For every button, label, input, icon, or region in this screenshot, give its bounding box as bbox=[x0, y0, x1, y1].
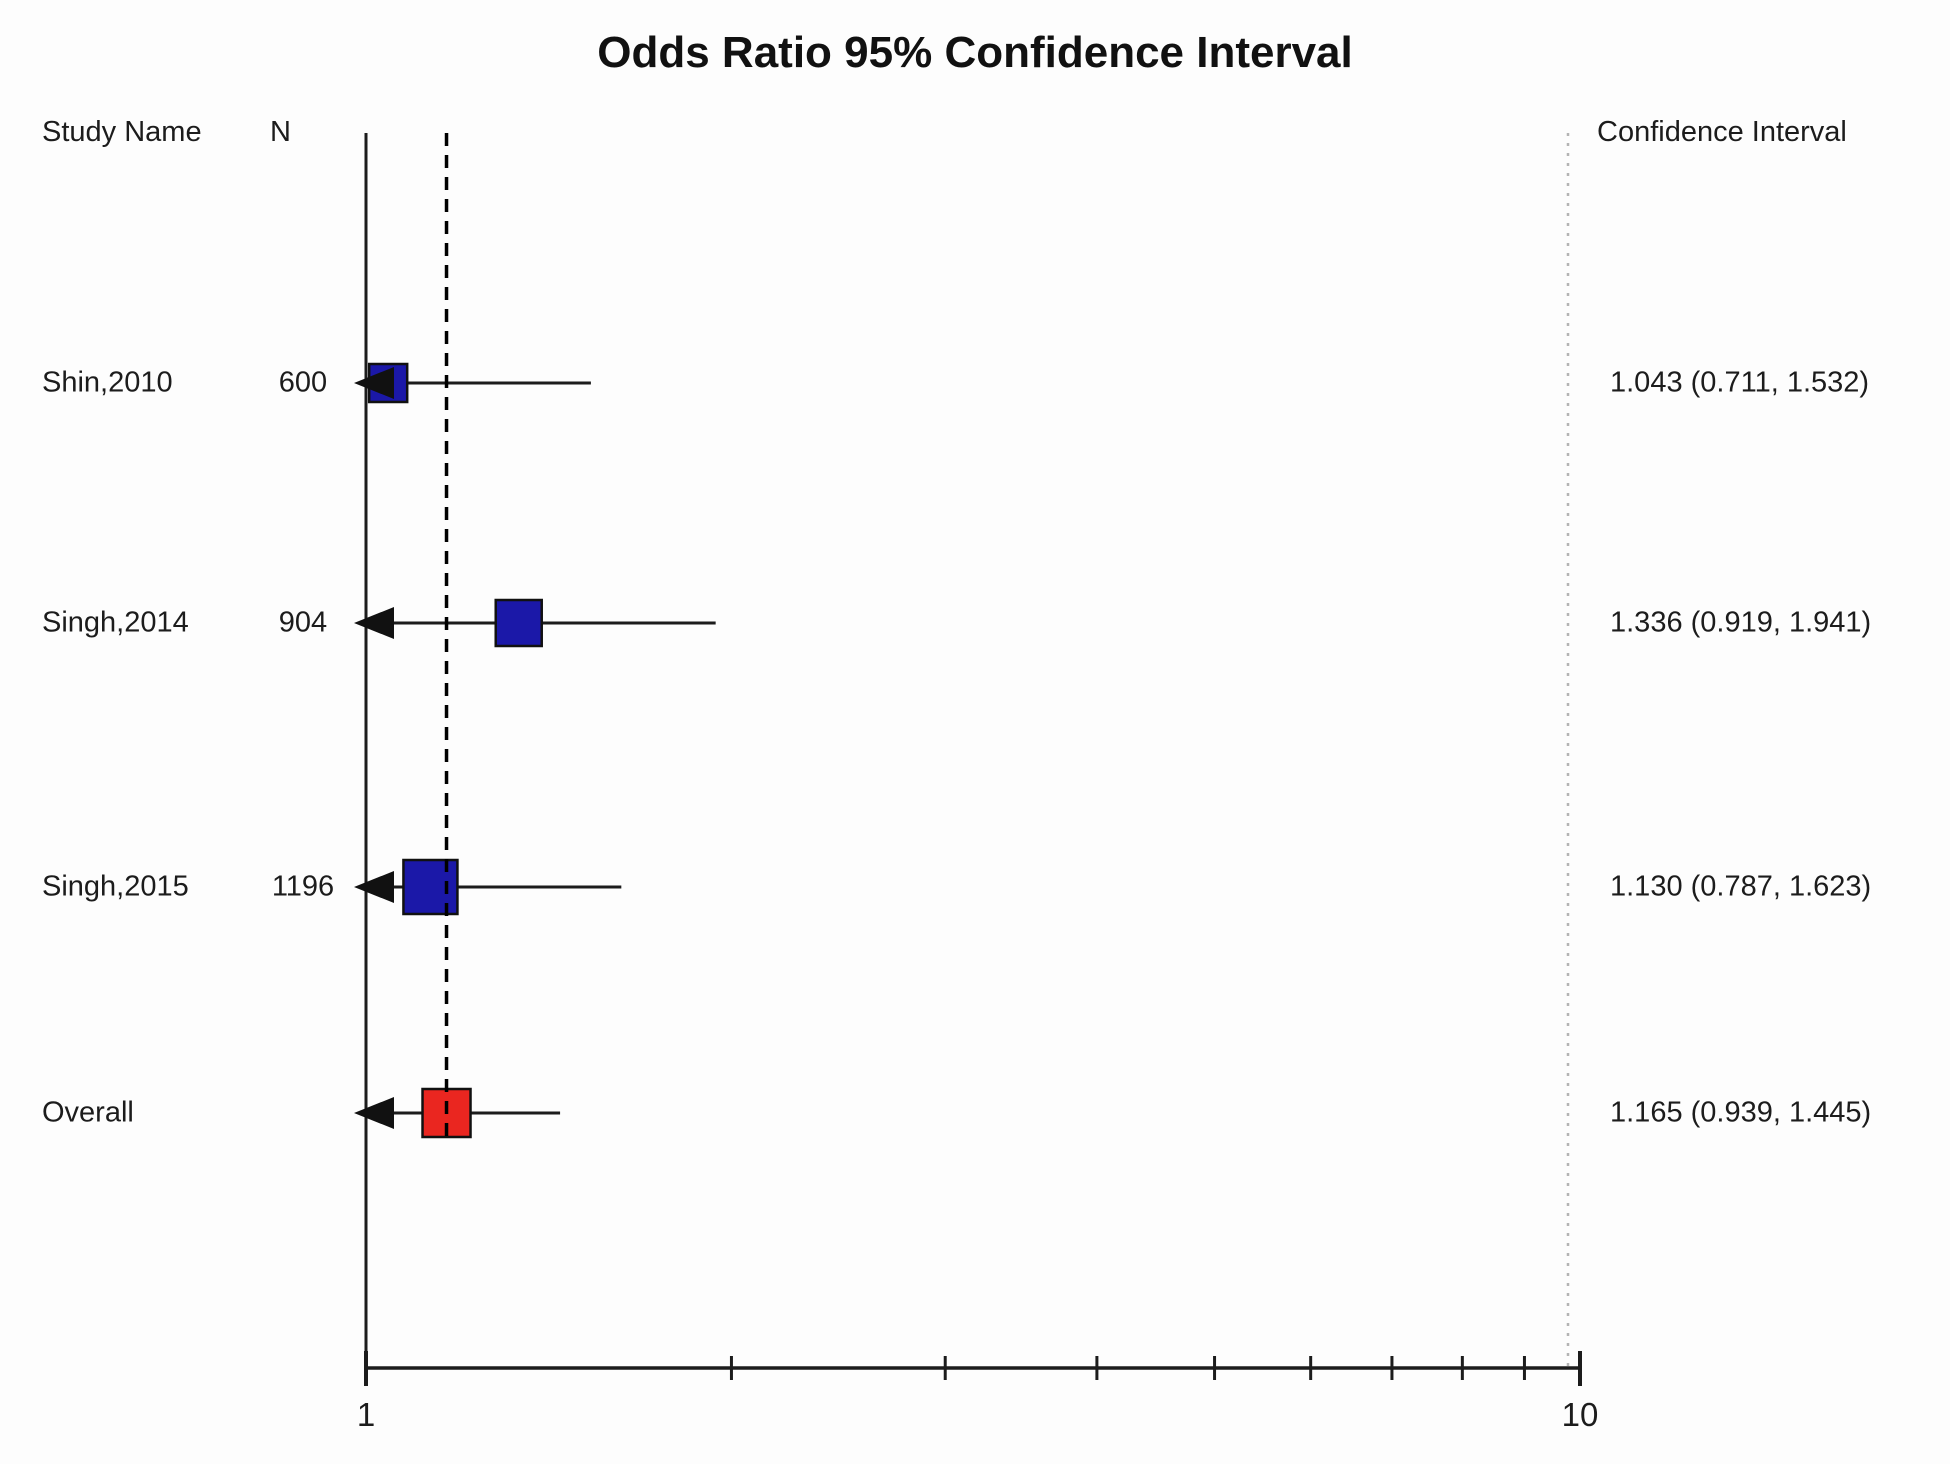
column-header-study-name: Study Name bbox=[42, 116, 202, 148]
ci-value: 1.043 (0.711, 1.532) bbox=[1610, 366, 1870, 399]
axis-tick-label: 10 bbox=[1562, 1396, 1599, 1433]
n-value: 904 bbox=[278, 606, 328, 639]
ci-value: 1.336 (0.919, 1.941) bbox=[1610, 606, 1872, 639]
left-clip-arrow-icon bbox=[354, 367, 394, 399]
n-value: 1196 bbox=[271, 870, 335, 903]
left-clip-arrow-icon bbox=[354, 871, 394, 903]
ci-value: 1.165 (0.939, 1.445) bbox=[1610, 1096, 1872, 1129]
column-header-n: N bbox=[270, 116, 291, 148]
study-name-label: Overall bbox=[42, 1096, 134, 1129]
study-name-label: Singh,2015 bbox=[42, 870, 189, 903]
study-name-label: Singh,2014 bbox=[42, 606, 189, 639]
left-clip-arrow-icon bbox=[354, 607, 394, 639]
study-marker bbox=[402, 858, 459, 916]
n-value: 600 bbox=[278, 366, 328, 399]
axis-tick-label: 1 bbox=[357, 1396, 375, 1433]
left-clip-arrow-icon bbox=[354, 1097, 394, 1129]
ci-value: 1.130 (0.787, 1.623) bbox=[1610, 870, 1872, 903]
chart-title: Odds Ratio 95% Confidence Interval bbox=[597, 28, 1353, 77]
column-header-confidence-interval: Confidence Interval bbox=[1597, 116, 1847, 148]
study-name-label: Shin,2010 bbox=[42, 366, 173, 399]
study-marker bbox=[494, 598, 543, 648]
